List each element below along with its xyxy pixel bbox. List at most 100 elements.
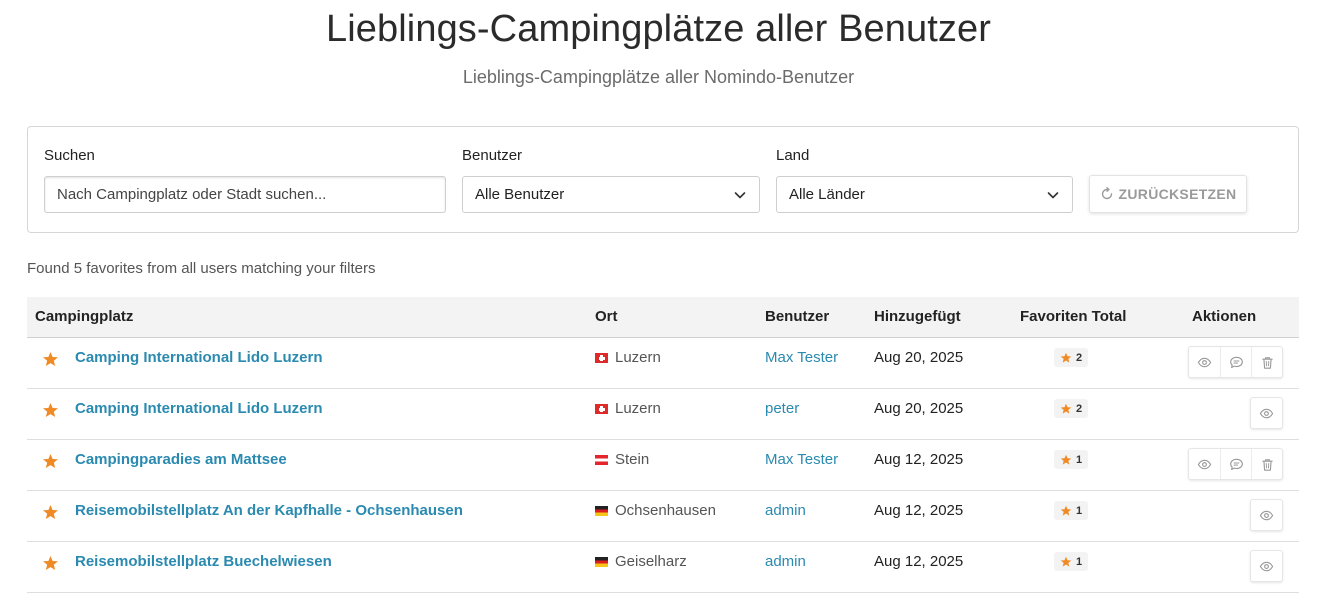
eye-icon [1259,559,1274,574]
user-select-value: Alle Benutzer [475,186,565,203]
favorites-count-badge: 2 [1054,399,1089,418]
location-cell: Geiselharz [595,553,687,571]
campground-link[interactable]: Camping International Lido Luzern [75,349,323,366]
city-name: Luzern [615,349,661,366]
eye-icon [1197,457,1212,472]
flag-ch-icon [595,353,608,363]
view-button[interactable] [1251,551,1282,581]
user-link[interactable]: admin [765,553,806,570]
country-filter-label: Land [776,147,810,164]
added-date: Aug 20, 2025 [874,400,964,417]
favorites-table: Campingplatz Ort Benutzer Hinzugefügt Fa… [27,297,1299,593]
flag-at-icon [595,455,608,465]
flag-de-icon [595,506,608,516]
header-favorites-total[interactable]: Favoriten Total [1020,308,1127,325]
reset-button-label: ZURÜCKSETZEN [1118,186,1237,202]
star-icon [1060,403,1072,414]
trash-icon [1260,355,1275,370]
added-date: Aug 12, 2025 [874,502,964,519]
row-actions [1250,397,1283,429]
user-link[interactable]: Max Tester [765,451,839,468]
city-name: Luzern [615,400,661,417]
search-label: Suchen [44,147,95,164]
favorites-count-badge: 1 [1054,552,1089,571]
header-campground[interactable]: Campingplatz [35,308,134,325]
row-actions [1250,499,1283,531]
campground-link[interactable]: Campingparadies am Mattsee [75,451,287,468]
user-select[interactable]: Alle Benutzer [462,176,760,213]
row-actions [1188,448,1283,480]
table-header: Campingplatz Ort Benutzer Hinzugefügt Fa… [27,297,1299,338]
star-icon[interactable] [42,555,59,572]
added-date: Aug 20, 2025 [874,349,964,366]
table-row: Campingparadies am Mattsee Stein Max Tes… [27,440,1299,491]
country-select[interactable]: Alle Länder [776,176,1073,213]
added-date: Aug 12, 2025 [874,553,964,570]
star-icon [1060,352,1072,363]
campground-link[interactable]: Reisemobilstellplatz An der Kapfhalle - … [75,502,463,519]
city-name: Geiselharz [615,553,687,570]
refresh-icon [1101,187,1112,200]
comment-icon [1229,355,1244,370]
location-cell: Ochsenhausen [595,502,716,520]
table-body: Camping International Lido Luzern Luzern… [27,338,1299,593]
reset-button[interactable]: ZURÜCKSETZEN [1089,175,1247,213]
page-subtitle: Lieblings-Campingplätze aller Nomindo-Be… [462,67,855,87]
filter-panel: Suchen Benutzer Alle Benutzer Land Alle … [27,126,1299,233]
favorites-count: 1 [1076,504,1083,517]
user-link[interactable]: admin [765,502,806,519]
country-select-value: Alle Länder [789,186,865,203]
location-cell: Luzern [595,349,661,367]
header-location[interactable]: Ort [595,308,618,325]
page-title: Lieblings-Campingplätze aller Benutzer [326,8,991,50]
user-filter-label: Benutzer [462,147,523,164]
flag-de-icon [595,557,608,567]
search-field[interactable] [44,176,446,213]
eye-icon [1259,508,1274,523]
user-link[interactable]: peter [765,400,800,417]
header-added[interactable]: Hinzugefügt [874,308,961,325]
table-row: Reisemobilstellplatz Buechelwiesen Geise… [27,542,1299,593]
header-user[interactable]: Benutzer [765,308,830,325]
star-icon[interactable] [42,504,59,521]
search-input[interactable] [57,186,433,203]
comment-icon [1229,457,1244,472]
trash-icon [1260,457,1275,472]
row-actions [1250,550,1283,582]
city-name: Stein [615,451,650,468]
star-icon [1060,505,1072,516]
view-button[interactable] [1189,347,1220,377]
view-button[interactable] [1251,500,1282,530]
chevron-down-icon [734,191,746,198]
eye-icon [1197,355,1212,370]
table-row: Camping International Lido Luzern Luzern… [27,338,1299,389]
table-row: Camping International Lido Luzern Luzern… [27,389,1299,440]
view-button[interactable] [1189,449,1220,479]
campground-link[interactable]: Reisemobilstellplatz Buechelwiesen [75,553,332,570]
comment-button[interactable] [1220,347,1251,377]
delete-button[interactable] [1251,449,1282,479]
location-cell: Luzern [595,400,661,418]
location-cell: Stein [595,451,649,469]
added-date: Aug 12, 2025 [874,451,964,468]
view-button[interactable] [1251,398,1282,428]
favorites-count: 1 [1076,453,1083,466]
chevron-down-icon [1047,191,1059,198]
eye-icon [1259,406,1274,421]
header-actions: Aktionen [1192,308,1257,325]
favorites-count-badge: 2 [1054,348,1089,367]
star-icon[interactable] [42,453,59,470]
city-name: Ochsenhausen [615,502,716,519]
favorites-count-badge: 1 [1054,450,1089,469]
table-row: Reisemobilstellplatz An der Kapfhalle - … [27,491,1299,542]
star-icon[interactable] [42,351,59,368]
comment-button[interactable] [1220,449,1251,479]
star-icon [1060,454,1072,465]
favorites-count: 2 [1076,351,1083,364]
campground-link[interactable]: Camping International Lido Luzern [75,400,323,417]
star-icon[interactable] [42,402,59,419]
user-link[interactable]: Max Tester [765,349,839,366]
delete-button[interactable] [1251,347,1282,377]
favorites-count: 1 [1076,555,1083,568]
row-actions [1188,346,1283,378]
